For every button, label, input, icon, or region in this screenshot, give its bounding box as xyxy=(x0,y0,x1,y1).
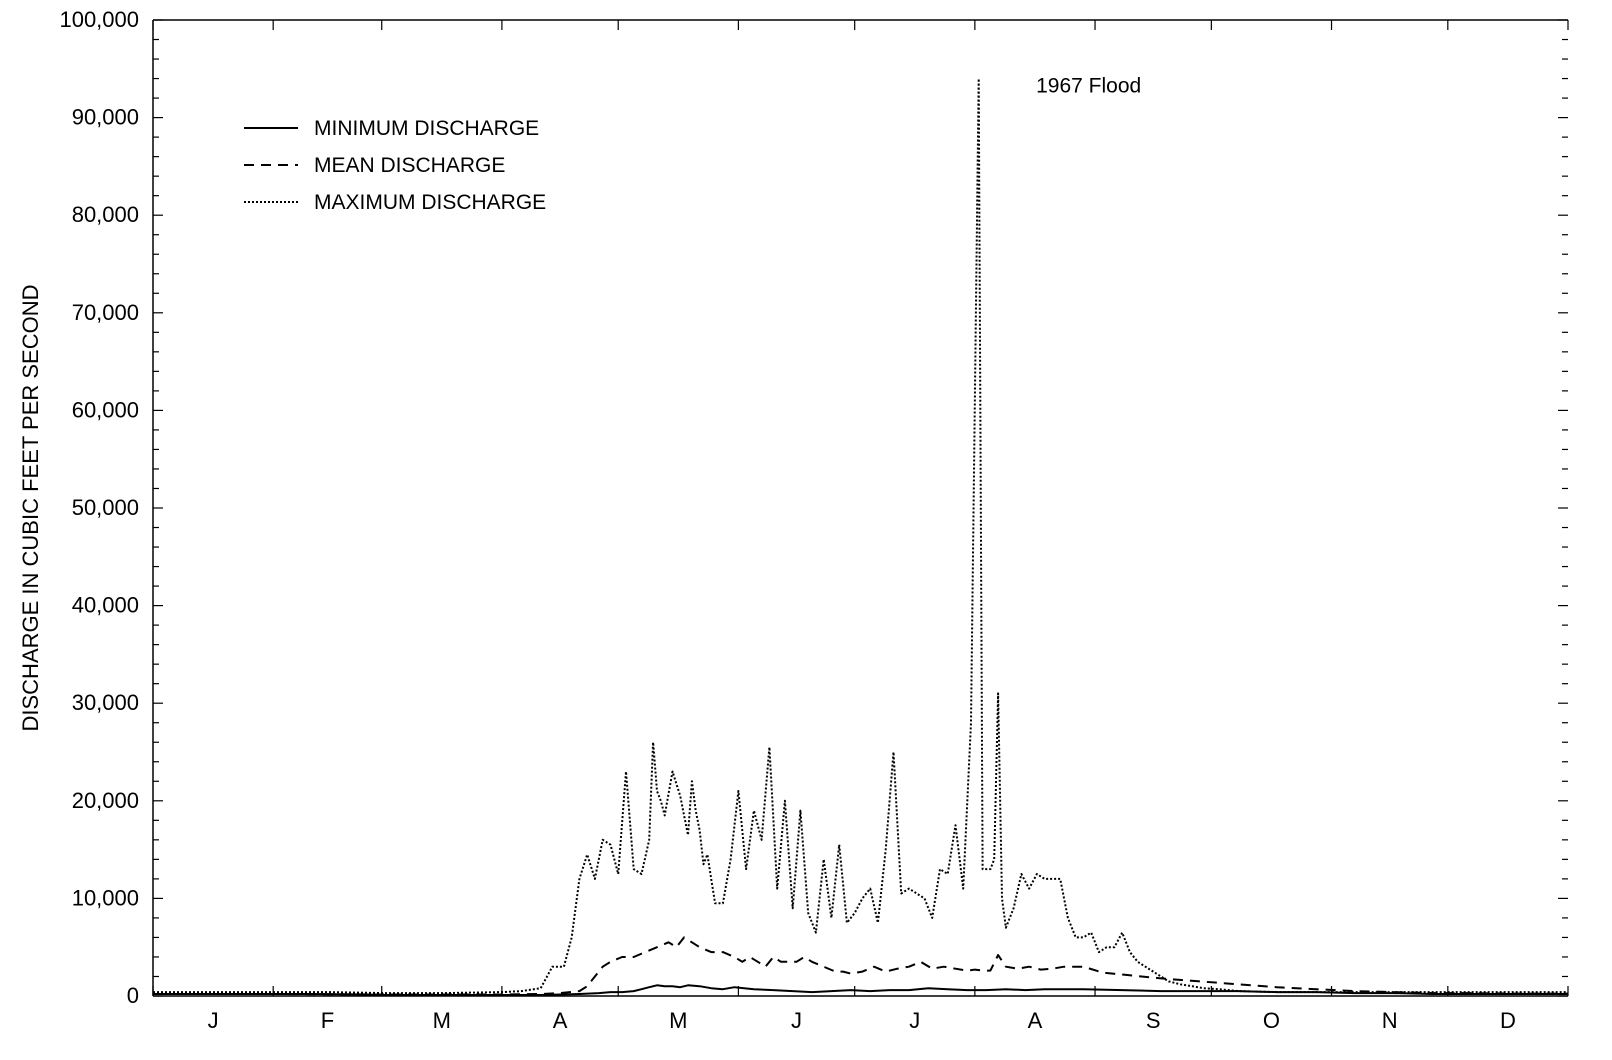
x-tick-label: D xyxy=(1500,1008,1516,1033)
y-tick-label: 80,000 xyxy=(72,202,139,227)
y-tick-label: 30,000 xyxy=(72,690,139,715)
x-tick-label: A xyxy=(553,1008,568,1033)
x-tick-label: S xyxy=(1146,1008,1161,1033)
y-tick-label: 90,000 xyxy=(72,105,139,130)
y-tick-label: 10,000 xyxy=(72,885,139,910)
y-axis-title: DISCHARGE IN CUBIC FEET PER SECOND xyxy=(18,285,43,732)
x-tick-label: J xyxy=(909,1008,920,1033)
x-tick-label: J xyxy=(208,1008,219,1033)
series-line-dotted xyxy=(153,77,1568,995)
axes: 0 10,000 20,000 30,000 40,000 50,000 60,000 70,… xyxy=(59,7,1569,1033)
y-tick-label: 0 xyxy=(127,983,139,1008)
legend-label: MINIMUM DISCHARGE xyxy=(314,117,539,140)
x-tick-label: M xyxy=(433,1008,451,1033)
y-tick-label: 50,000 xyxy=(72,495,139,520)
series-layer xyxy=(153,77,1568,996)
legend-label: MEAN DISCHARGE xyxy=(314,154,505,177)
x-tick-label: J xyxy=(791,1008,802,1033)
x-tick-label: N xyxy=(1382,1008,1398,1033)
x-tick-label: M xyxy=(669,1008,687,1033)
series-line-solid xyxy=(153,984,1568,996)
x-tick-label: O xyxy=(1263,1008,1280,1033)
x-tick-label: A xyxy=(1028,1008,1043,1033)
y-tick-label: 20,000 xyxy=(72,788,139,813)
y-tick-label: 40,000 xyxy=(72,593,139,618)
y-tick-label: 100,000 xyxy=(59,7,139,32)
series-line-dashed xyxy=(153,936,1568,996)
legend-label: MAXIMUM DISCHARGE xyxy=(314,191,546,214)
annotation-1967-flood: 1967 Flood xyxy=(1036,75,1141,98)
y-tick-label: 60,000 xyxy=(72,397,139,422)
legend: MINIMUM DISCHARGE MEAN DISCHARGE MAXIMUM D… xyxy=(244,117,546,214)
y-tick-label: 70,000 xyxy=(72,300,139,325)
x-tick-label: F xyxy=(321,1008,334,1033)
